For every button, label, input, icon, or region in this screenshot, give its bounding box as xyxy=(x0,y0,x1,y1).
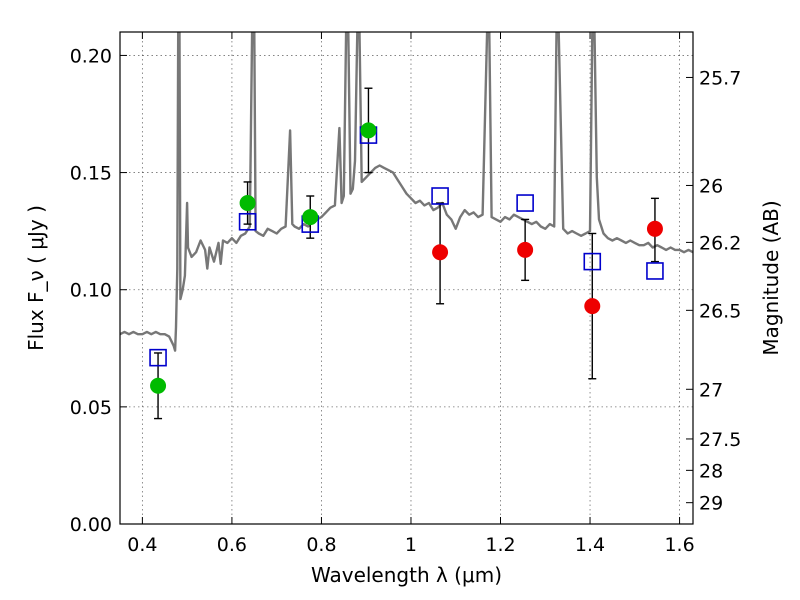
y2-tick-label: 25.7 xyxy=(699,67,741,89)
x-axis-ticks: 0.4 0.6 0.8 1 1.2 1.4 1.6 xyxy=(127,32,695,556)
model-flux-square xyxy=(583,252,602,271)
x-tick-label: 0.6 xyxy=(217,534,247,556)
y2-tick-label: 29 xyxy=(699,493,723,515)
y-axis-label: Flux F_ν ( μJy ) xyxy=(24,205,48,351)
y2-tick-label: 26.5 xyxy=(699,300,741,322)
observed-flux-point xyxy=(360,122,377,139)
observed-flux-point xyxy=(517,241,534,258)
model-flux-square xyxy=(516,194,534,212)
model-flux-square xyxy=(149,348,167,367)
y-axis-ticks: 0.00 0.05 0.10 0.15 0.20 xyxy=(70,45,127,536)
model-flux-square xyxy=(431,187,449,205)
plot-frame xyxy=(119,31,694,525)
data-markers xyxy=(149,122,664,394)
y-tick-label: 0.15 xyxy=(70,163,112,185)
x-tick-label: 1.2 xyxy=(485,534,515,556)
model-spectrum-line xyxy=(120,32,693,352)
observed-flux-point xyxy=(646,220,663,237)
observed-flux-point xyxy=(302,209,319,226)
x-tick-label: 0.8 xyxy=(306,534,336,556)
x-tick-label: 1.4 xyxy=(575,534,605,556)
observed-flux-point xyxy=(584,298,601,315)
observed-flux-point xyxy=(150,377,167,394)
y2-axis-label: Magnitude (AB) xyxy=(759,200,783,355)
spectrum-layer xyxy=(120,32,693,352)
y-tick-label: 0.00 xyxy=(70,514,112,536)
model-flux-square xyxy=(646,262,664,280)
y-tick-label: 0.10 xyxy=(70,280,112,302)
y2-tick-label: 27 xyxy=(699,379,723,401)
x-tick-label: 1 xyxy=(405,534,417,556)
y2-tick-label: 28 xyxy=(699,460,723,482)
y2-tick-label: 26 xyxy=(699,175,723,197)
error-bars xyxy=(154,87,659,420)
x-tick-label: 0.4 xyxy=(127,534,157,556)
y2-axis-ticks: 25.7 26 26.2 26.5 27 27.5 28 29 xyxy=(686,67,741,515)
grid-lines xyxy=(120,32,693,525)
model-flux-square xyxy=(238,212,257,231)
x-tick-label: 1.6 xyxy=(664,534,694,556)
y2-tick-label: 26.2 xyxy=(699,232,741,254)
x-axis-label: Wavelength λ (μm) xyxy=(311,563,502,587)
observed-flux-point xyxy=(432,244,449,261)
observed-flux-point xyxy=(239,195,256,212)
y-tick-label: 0.05 xyxy=(70,397,112,419)
y-tick-label: 0.20 xyxy=(70,45,112,67)
y2-tick-label: 27.5 xyxy=(699,429,741,451)
